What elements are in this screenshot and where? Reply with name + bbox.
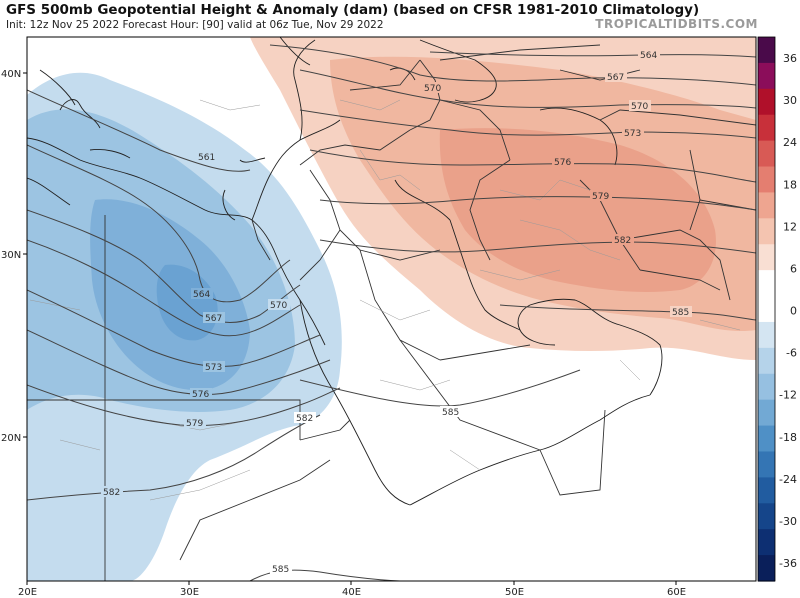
lon-label-60e: 60E	[667, 587, 686, 598]
colorbar-ticks: 36 30 24 18 12 6 0 -6 -12 -18 -24 -30 -36	[779, 52, 797, 570]
colorbar-frame	[757, 36, 776, 582]
contour-label: 573	[205, 363, 222, 373]
contour-567-south	[27, 209, 301, 323]
colorbar-swatch	[758, 477, 775, 504]
brand-watermark: TROPICALTIDBITS.COM	[595, 17, 758, 31]
contour-label: 570	[424, 84, 441, 94]
colorbar-swatch	[758, 555, 775, 582]
contour-579-north	[319, 196, 756, 211]
contour-570-south	[27, 239, 301, 337]
contour-label: 579	[186, 419, 203, 429]
colorbar-swatch	[758, 529, 775, 556]
colorbar-tick-label: 6	[790, 262, 797, 275]
contour-label: 561	[198, 153, 215, 163]
colorbar-swatch	[758, 192, 775, 219]
contour-582-south	[27, 414, 321, 501]
colorbar-tick-label: 36	[783, 52, 797, 65]
colorbar-swatch	[758, 114, 775, 142]
contour-564-north	[429, 51, 756, 58]
colorbar-swatch	[758, 503, 775, 530]
contour-585-south	[299, 369, 581, 407]
colorbar-tick-label: -18	[779, 431, 797, 444]
colorbar-tick-label: 24	[783, 136, 797, 149]
lat-label-20n: 20N	[1, 433, 21, 444]
colorbar-swatch	[758, 321, 775, 349]
contour-label: 570	[270, 301, 287, 311]
colorbar-tick-label: -36	[779, 557, 797, 570]
colorbar-swatch	[758, 218, 775, 245]
contour-label: 585	[672, 308, 689, 318]
axis-ticks	[23, 72, 677, 585]
contour-570-north	[299, 69, 756, 109]
height-contours	[27, 44, 756, 581]
lat-label-30n: 30N	[1, 250, 21, 261]
contour-579-south	[27, 384, 341, 427]
contour-label: 582	[614, 236, 631, 246]
contour-582-north	[319, 239, 756, 254]
colorbar-swatch	[758, 347, 775, 375]
colorbar	[757, 36, 776, 582]
colorbar-tick-label: -30	[779, 515, 797, 528]
lon-label-40e: 40E	[342, 587, 361, 598]
contour-label: 567	[205, 314, 222, 324]
lon-label-30e: 30E	[180, 587, 199, 598]
colorbar-swatch	[758, 37, 775, 64]
colorbar-swatch	[758, 244, 775, 271]
colorbar-swatch	[758, 62, 775, 90]
contour-573-south	[27, 289, 321, 368]
colorbar-swatch	[758, 166, 775, 194]
colorbar-tick-label: -24	[779, 473, 797, 486]
colorbar-swatch	[758, 451, 775, 478]
colorbar-tick-label: 30	[783, 94, 797, 107]
lat-label-40n: 40N	[1, 69, 21, 80]
negative-anomaly-core	[156, 264, 218, 341]
contour-label: 570	[631, 102, 648, 112]
colorbar-tick-label: -6	[786, 347, 797, 360]
contour-label: 579	[592, 192, 609, 202]
contour-label: 564	[640, 51, 657, 61]
contour-561	[27, 89, 251, 172]
contour-label: 576	[192, 390, 209, 400]
contour-567-north	[269, 44, 756, 86]
forecast-info: Init: 12z Nov 25 2022 Forecast Hour: [90…	[6, 19, 384, 31]
contour-576-north	[309, 149, 756, 183]
coastlines	[27, 37, 663, 506]
lon-label-50e: 50E	[505, 587, 524, 598]
colorbar-swatch	[758, 373, 775, 401]
contour-label: 564	[193, 290, 210, 300]
page-title: GFS 500mb Geopotential Height & Anomaly …	[6, 2, 700, 18]
map-frame	[26, 36, 757, 582]
colorbar-swatch	[758, 88, 775, 116]
colorbar-swatch	[758, 296, 775, 323]
contour-label: 582	[103, 488, 120, 498]
colorbar-swatch	[758, 140, 775, 168]
contour-label: 582	[296, 414, 313, 424]
country-borders	[27, 44, 756, 581]
positive-anomaly-strong	[439, 128, 716, 293]
colorbar-tick-label: 0	[790, 305, 797, 318]
contour-585-east	[499, 304, 756, 321]
contour-564-south	[27, 144, 291, 303]
contour-573-north	[299, 109, 756, 139]
colorbar-swatch	[758, 399, 775, 427]
contour-label: 576	[554, 158, 571, 168]
contour-label: 585	[442, 408, 459, 418]
contour-label: 573	[624, 129, 641, 139]
contour-label: 567	[607, 73, 624, 83]
contour-576-south	[27, 329, 331, 396]
colorbar-tick-label: 12	[783, 220, 797, 233]
colorbar-tick-label: 18	[783, 178, 797, 191]
contour-label: 585	[272, 565, 289, 575]
colorbar-swatch	[758, 270, 775, 297]
lon-label-20e: 20E	[18, 587, 37, 598]
colorbar-swatch	[758, 425, 775, 453]
contour-585-sw	[249, 569, 401, 581]
colorbar-tick-label: -12	[779, 389, 797, 402]
contour-label-group: 561 564 564 567 567 570 570 570 573 573 …	[101, 49, 692, 575]
